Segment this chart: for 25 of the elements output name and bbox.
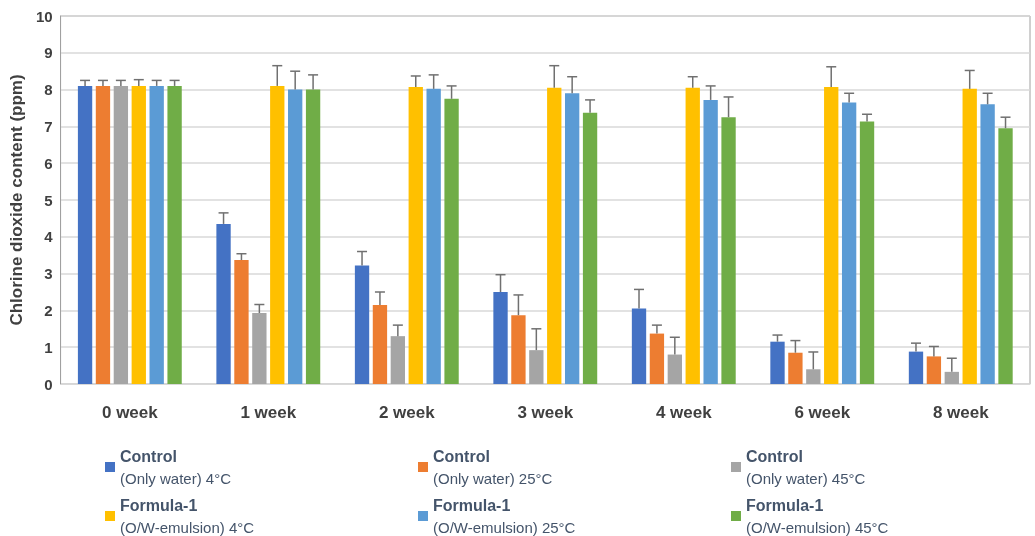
y-tick-label: 5 <box>44 191 53 209</box>
y-tick-label: 9 <box>44 44 53 62</box>
y-tick-label: 10 <box>35 7 53 25</box>
y-tick-label: 2 <box>44 301 53 319</box>
legend-label: Control (Only water) 25°C <box>433 447 553 487</box>
y-tick-label: 1 <box>44 338 53 356</box>
legend-label: Formula-1 (O/W-emulsion) 4°C <box>120 496 255 536</box>
x-tick-label: 0 week <box>101 403 159 422</box>
y-tick-label: 6 <box>44 154 53 172</box>
y-tick-label: 4 <box>44 228 54 246</box>
y-tick-label: 0 <box>44 375 53 393</box>
y-tick-label: 8 <box>44 81 53 99</box>
x-tick-label: 2 week <box>378 403 436 422</box>
x-tick-label: 4 week <box>655 403 713 422</box>
y-axis-title: Chlorine dioxide content (ppm) <box>7 74 26 326</box>
x-tick-label: 8 week <box>932 403 990 422</box>
legend-label: Control (Only water) 4°C <box>120 447 232 487</box>
y-tick-label: 3 <box>44 265 53 283</box>
x-tick-label: 3 week <box>517 403 574 422</box>
x-tick-label: 6 week <box>794 403 851 422</box>
x-tick-label: 1 week <box>240 403 297 422</box>
legend-label: Formula-1 (O/W-emulsion) 45°C <box>746 496 889 536</box>
y-tick-label: 7 <box>44 117 53 135</box>
legend-label: Formula-1 (O/W-emulsion) 25°C <box>433 496 576 536</box>
legend-label: Control (Only water) 45°C <box>746 447 866 487</box>
